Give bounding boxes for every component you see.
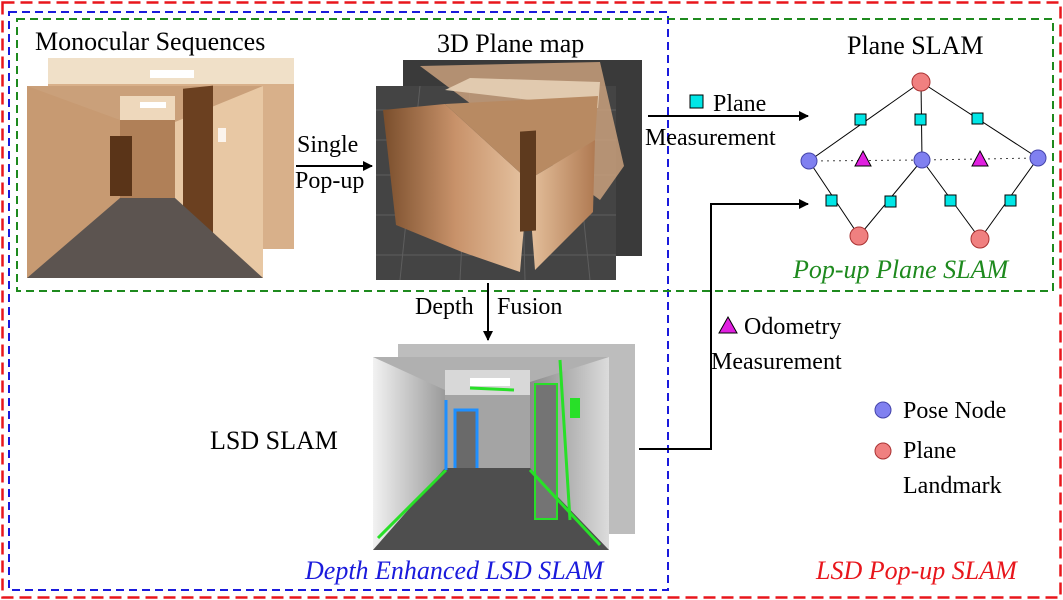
plane-label: Plane [713, 91, 767, 117]
plane-measurement-factor [854, 113, 867, 126]
odometry-label: Odometry [744, 314, 842, 340]
popup-plane-slam-region [16, 18, 1054, 292]
plane-landmark-node [849, 226, 869, 246]
pose-node [913, 151, 931, 169]
lsd-slam-images [373, 344, 635, 550]
pose-node [1029, 149, 1047, 167]
depth-enhanced-lsd-slam-region [8, 11, 669, 591]
plane-measurement-factor [971, 112, 984, 125]
plane-measurement-label: Measurement [645, 125, 776, 151]
monocular-sequence-images [27, 58, 294, 278]
monocular-sequences-label: Monocular Sequences [35, 27, 266, 56]
plane-measurement-factor [1004, 194, 1017, 207]
plane-slam-graph [800, 72, 1047, 249]
plane-map-3d-label: 3D Plane map [437, 29, 585, 58]
odometry-measurement-label: Measurement [711, 349, 842, 375]
single-label: Single [297, 132, 359, 158]
fusion-label: Fusion [497, 294, 563, 320]
odometry-measurement-symbol [718, 315, 738, 334]
plane-landmark-legend-label-line2: Landmark [903, 473, 1002, 499]
pose-node-legend-symbol [874, 401, 892, 419]
plane-landmark-node [911, 72, 931, 92]
plane-landmark-node [970, 229, 990, 249]
odometry-factor [854, 149, 872, 167]
odometry-factor [971, 149, 989, 167]
plane-landmark-legend-label-line1: Plane [903, 438, 957, 464]
odometry-measurement-arrow [639, 199, 809, 450]
lsd-popup-slam-title: LSD Pop-up SLAM [816, 556, 1017, 585]
plane-landmark-legend-symbol [874, 442, 892, 460]
depth-label: Depth [415, 294, 474, 320]
pose-node [800, 152, 818, 170]
plane-measurement-factor [944, 194, 957, 207]
popup-plane-slam-title: Pop-up Plane SLAM [793, 255, 1009, 284]
lsd-slam-label: LSD SLAM [210, 426, 338, 455]
depth-enhanced-lsd-slam-title: Depth Enhanced LSD SLAM [305, 556, 604, 585]
pose-node-legend-label: Pose Node [903, 398, 1007, 424]
plane-slam-label: Plane SLAM [847, 31, 984, 60]
pop-up-label: Pop-up [295, 168, 365, 194]
plane-measurement-symbol [689, 94, 704, 109]
plane-measurement-factor [884, 195, 897, 208]
plane-map-3d-image [376, 60, 642, 281]
plane-measurement-factor [914, 113, 927, 126]
plane-measurement-factor [825, 194, 838, 207]
